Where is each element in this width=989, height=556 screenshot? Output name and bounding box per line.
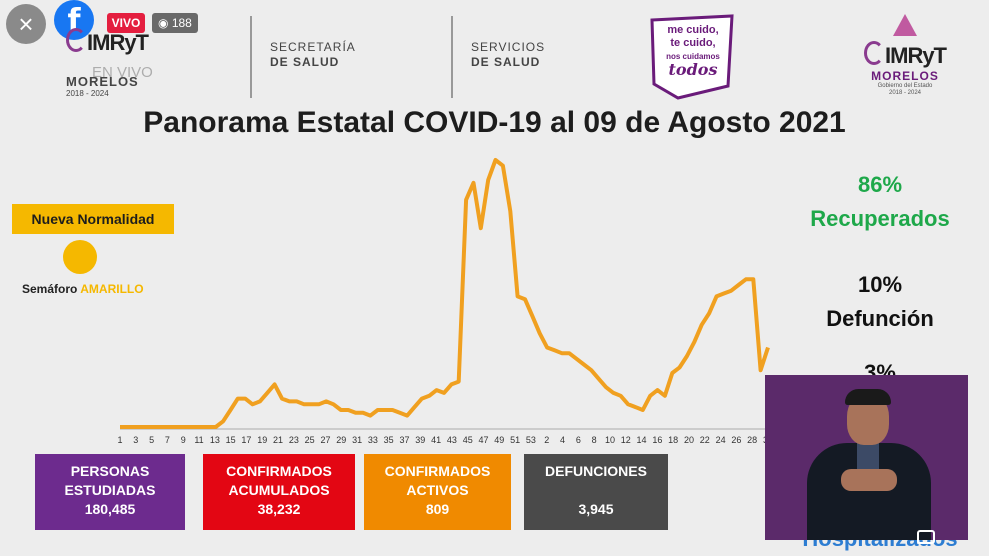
x-tick-label: 14 <box>637 435 647 445</box>
imryt-logo-left: IMRyT MORELOS 2018 - 2024 <box>66 28 186 104</box>
x-tick-label: 2 <box>544 435 549 445</box>
x-tick-label: 37 <box>399 435 409 445</box>
x-tick-label: 23 <box>289 435 299 445</box>
imryt-mark-icon <box>864 41 884 65</box>
x-tick-label: 15 <box>226 435 236 445</box>
x-tick-label: 3 <box>133 435 138 445</box>
x-tick-label: 17 <box>241 435 251 445</box>
x-tick-label: 25 <box>305 435 315 445</box>
x-tick-label: 45 <box>463 435 473 445</box>
close-button[interactable]: × <box>6 4 46 44</box>
x-tick-label: 4 <box>560 435 565 445</box>
header-divider <box>250 16 252 98</box>
covid-cases-line-chart: 1 3 5 7 9 11 13 15 17 19 21 23 25 27 29 31 33 35 37 39 41 43 4… <box>117 158 773 445</box>
x-tick-label: 31 <box>352 435 362 445</box>
confirmados-activos-value: 809 <box>425 501 450 517</box>
series-line <box>120 158 770 429</box>
x-tick-label: 39 <box>415 435 425 445</box>
viewer-count: 188 <box>171 16 192 30</box>
recuperados-label: Recuperados <box>810 206 950 231</box>
defunciones-value: 3,945 <box>578 501 614 517</box>
confirmados-activos-box: CONFIRMADOS ACTIVOS 809 <box>364 454 511 530</box>
flame-icon <box>893 14 917 36</box>
x-tick-label: 11 <box>194 435 203 445</box>
imryt-name: IMRyT <box>87 30 149 55</box>
imryt-name: IMRyT <box>885 43 947 68</box>
x-tick-label: 13 <box>210 435 220 445</box>
x-tick-label: 51 <box>510 435 520 445</box>
imryt-mark-icon <box>66 28 86 52</box>
en-vivo-watermark: EN VIVO <box>92 64 153 81</box>
x-tick-label: 53 <box>526 435 536 445</box>
x-tick-label: 33 <box>368 435 378 445</box>
close-icon: × <box>18 9 34 39</box>
morelos-label: MORELOS <box>66 74 139 89</box>
x-tick-label: 16 <box>652 435 662 445</box>
live-badge: VIVO <box>107 13 145 33</box>
x-tick-label: 21 <box>273 435 283 445</box>
x-tick-label: 7 <box>165 435 170 445</box>
confirmados-acumulados-box: CONFIRMADOS ACUMULADOS 38,232 <box>203 454 355 530</box>
x-tick-label: 35 <box>384 435 394 445</box>
imryt-logo-right: IMRyT MORELOS Gobierno del Estado 2018 -… <box>850 14 960 104</box>
personas-estudiadas-value: 180,485 <box>84 501 136 517</box>
x-tick-label: 18 <box>668 435 678 445</box>
x-tick-label: 12 <box>621 435 631 445</box>
viewer-count-badge: ◉ 188 <box>152 13 198 33</box>
x-tick-label: 6 <box>576 435 581 445</box>
picture-in-picture-icon[interactable] <box>917 530 935 544</box>
years-label: 2018 - 2024 <box>66 89 109 98</box>
morelos-label: MORELOS <box>871 69 939 83</box>
x-tick-label: 22 <box>700 435 710 445</box>
servicios-de-salud-logo: SERVICIOS DE SALUD <box>471 40 546 69</box>
x-tick-label: 47 <box>479 435 489 445</box>
x-tick-label: 27 <box>320 435 330 445</box>
personas-estudiadas-box: PERSONAS ESTUDIADAS 180,485 <box>35 454 185 530</box>
x-tick-label: 29 <box>336 435 346 445</box>
x-tick-label: 43 <box>447 435 457 445</box>
semaforo-value: AMARILLO <box>80 282 144 296</box>
x-tick-label: 1 <box>117 435 122 445</box>
defunciones-box: DEFUNCIONES 3,945 <box>524 454 668 530</box>
header-divider <box>451 16 453 98</box>
secretaria-de-salud-logo: SECRETARÍA DE SALUD <box>270 40 356 69</box>
semaforo-indicator-dot <box>63 240 97 274</box>
x-tick-label: 20 <box>684 435 694 445</box>
campaign-logo: me cuido, te cuido, nos cuidamos todos <box>648 14 736 100</box>
x-tick-label: 5 <box>149 435 154 445</box>
x-tick-label: 49 <box>494 435 504 445</box>
x-tick-label: 28 <box>747 435 757 445</box>
semaforo-label: Semáforo AMARILLO <box>22 282 144 296</box>
x-tick-label: 8 <box>592 435 597 445</box>
nueva-normalidad-label: Nueva Normalidad <box>12 204 174 234</box>
x-tick-label: 26 <box>731 435 741 445</box>
recuperados-percent: 86% <box>857 172 903 197</box>
x-tick-label: 19 <box>257 435 267 445</box>
confirmados-acumulados-value: 38,232 <box>257 501 301 517</box>
x-tick-label: 24 <box>716 435 726 445</box>
defuncion-percent: 10% <box>857 272 903 297</box>
x-tick-label: 10 <box>605 435 615 445</box>
campaign-badge-shape <box>650 14 734 100</box>
sign-language-interpreter-video <box>765 375 968 540</box>
x-tick-label: 9 <box>181 435 186 445</box>
x-tick-label: 41 <box>431 435 441 445</box>
defuncion-label: Defunción <box>826 306 934 331</box>
eye-icon: ◉ <box>158 16 169 30</box>
page-title: Panorama Estatal COVID-19 al 09 de Agost… <box>143 106 846 139</box>
